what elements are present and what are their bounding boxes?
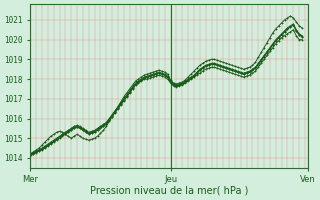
X-axis label: Pression niveau de la mer( hPa ): Pression niveau de la mer( hPa ) — [90, 186, 248, 196]
